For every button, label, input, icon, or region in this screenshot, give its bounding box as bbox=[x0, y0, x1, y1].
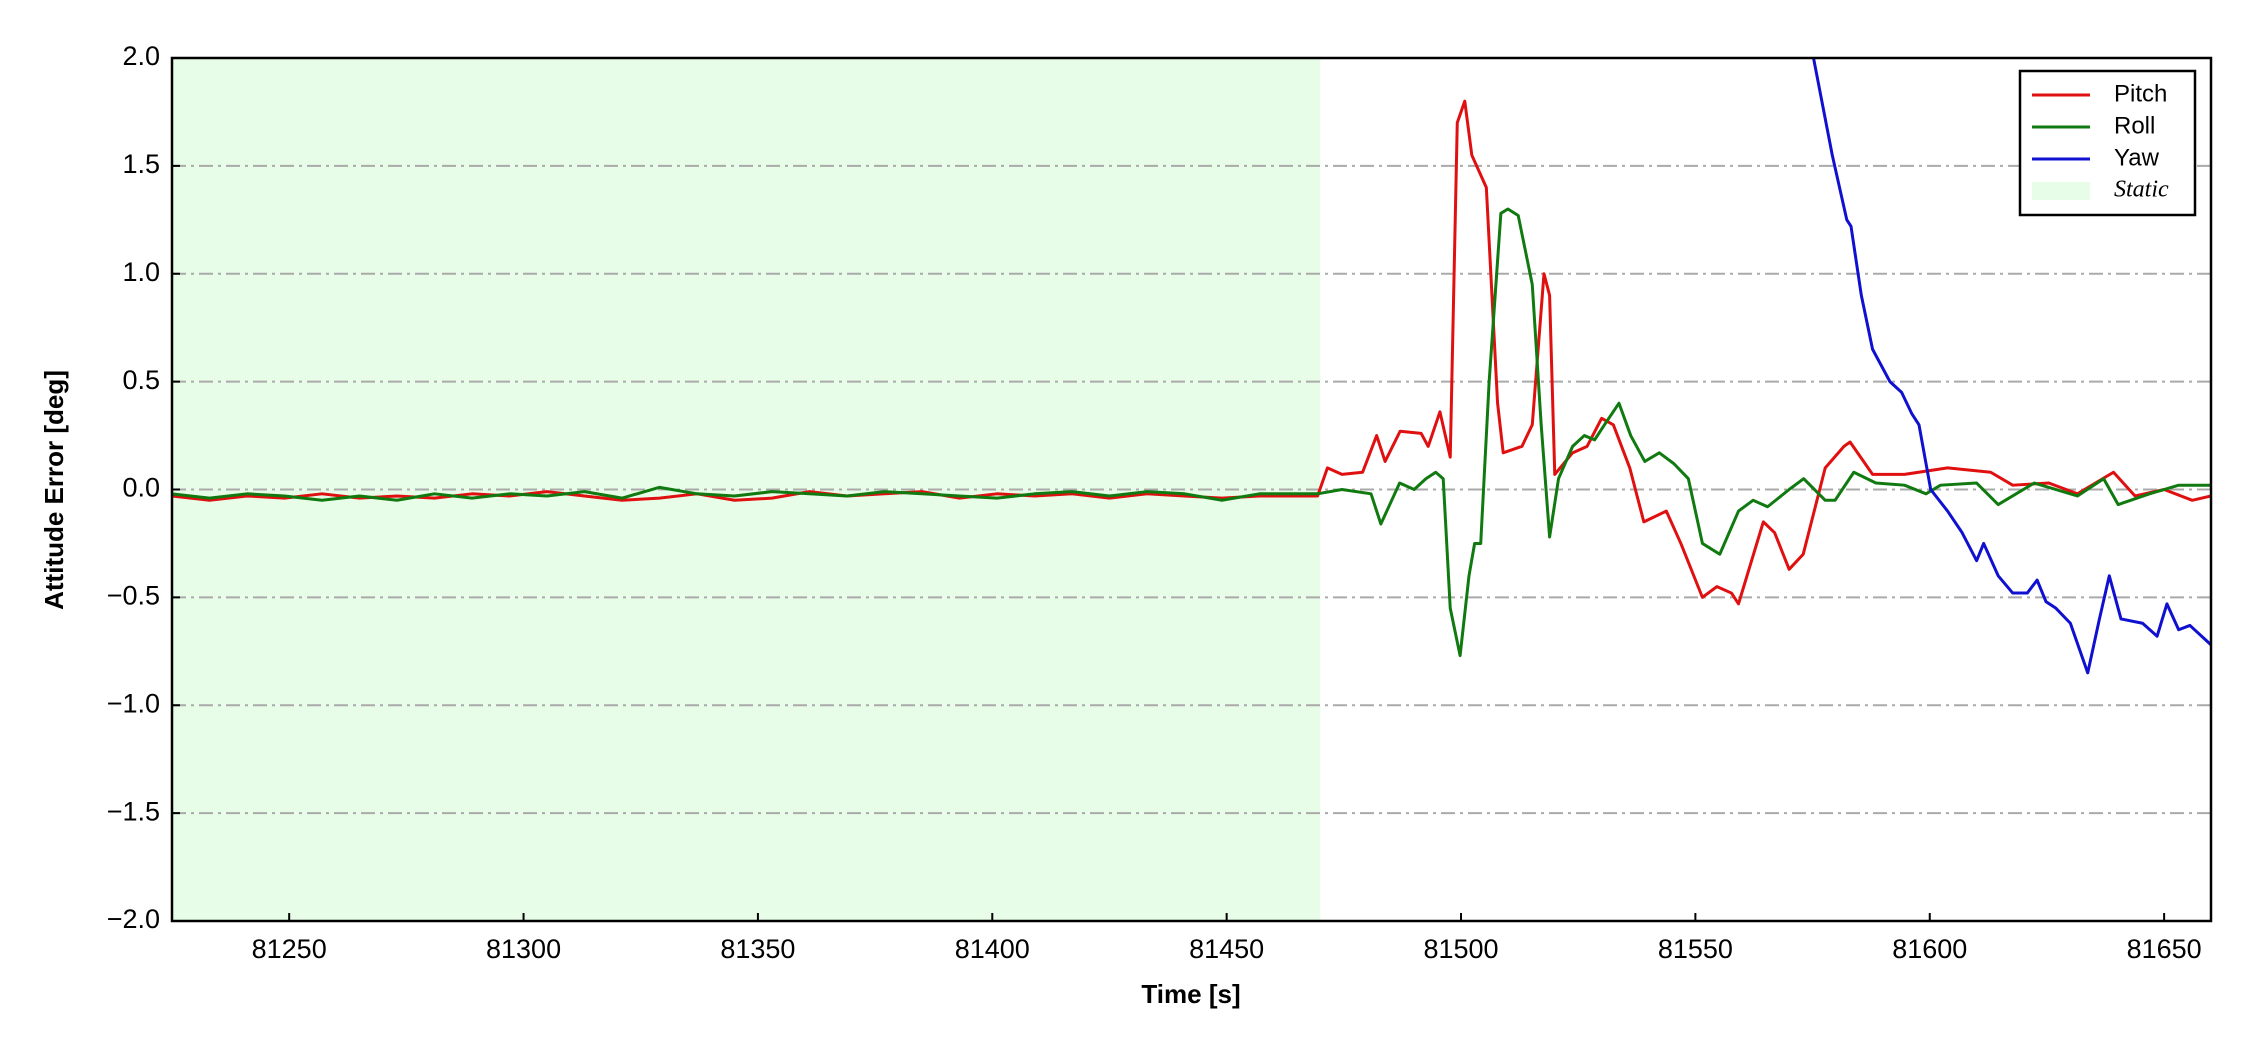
x-tick-label: 81300 bbox=[486, 934, 561, 964]
y-tick-label: 2.0 bbox=[122, 41, 160, 71]
legend-swatch bbox=[2032, 182, 2090, 200]
x-tick-label: 81650 bbox=[2127, 934, 2202, 964]
series-line bbox=[172, 99, 2211, 606]
y-tick-label: −1.5 bbox=[107, 796, 160, 826]
series-line bbox=[172, 207, 2211, 658]
y-tick-label: 0.5 bbox=[122, 365, 160, 395]
y-tick-label: 1.5 bbox=[122, 149, 160, 179]
plot-frame bbox=[170, 56, 2213, 923]
y-tick-label: 1.0 bbox=[122, 257, 160, 287]
y-tick-label: −0.5 bbox=[107, 581, 160, 611]
legend: Pitch Roll Yaw Static bbox=[2018, 69, 2197, 217]
x-tick-label: 81400 bbox=[955, 934, 1030, 964]
y-tick-label: 0.0 bbox=[122, 473, 160, 503]
legend-label: Static bbox=[2114, 177, 2169, 203]
x-tick-label: 81500 bbox=[1423, 934, 1498, 964]
x-tick-label: 81350 bbox=[720, 934, 795, 964]
legend-label: Pitch bbox=[2114, 80, 2167, 107]
legend-label: Yaw bbox=[2114, 144, 2160, 171]
x-tick-label: 81450 bbox=[1189, 934, 1264, 964]
y-tick-label: −2.0 bbox=[107, 904, 160, 934]
plot-area bbox=[172, 58, 2211, 921]
legend-label: Roll bbox=[2114, 112, 2155, 139]
y-axis-label: Attitude Error [deg] bbox=[39, 370, 69, 610]
series-line bbox=[1812, 58, 2211, 675]
x-tick-label: 81600 bbox=[1892, 934, 1967, 964]
x-tick-label: 81250 bbox=[252, 934, 327, 964]
y-tick-label: −1.0 bbox=[107, 688, 160, 718]
x-axis-label: Time [s] bbox=[1141, 979, 1240, 1009]
x-tick-label: 81550 bbox=[1658, 934, 1733, 964]
